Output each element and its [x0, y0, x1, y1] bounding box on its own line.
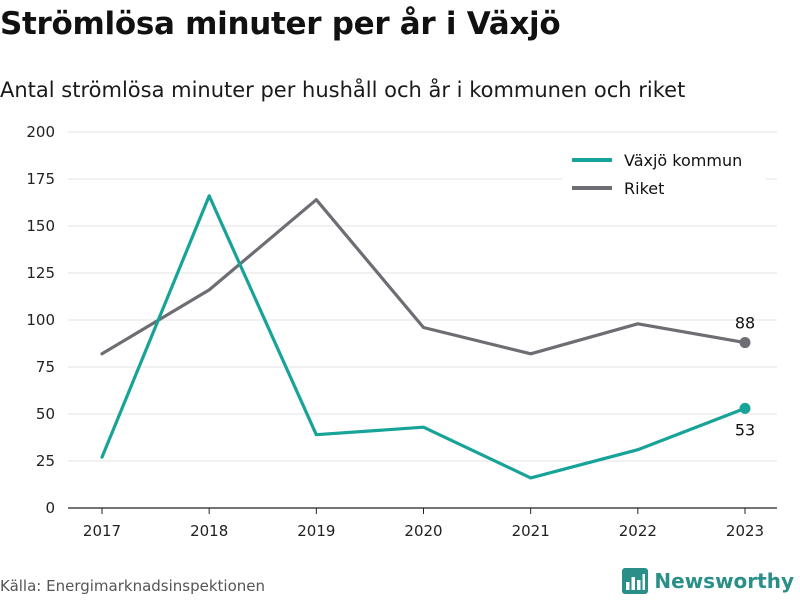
series-line-växjö-kommun [100, 194, 747, 480]
x-tick-label: 2018 [190, 522, 228, 540]
chart-subtitle: Antal strömlösa minuter per hushåll och … [0, 78, 686, 102]
y-tick-label: 175 [26, 170, 55, 188]
y-tick-label: 100 [26, 311, 55, 329]
newsworthy-logo-icon [622, 568, 649, 594]
end-value-label: 53 [735, 420, 755, 439]
x-tick-label: 2021 [512, 522, 550, 540]
chart-title: Strömlösa minuter per år i Växjö [0, 6, 561, 42]
brand-logo: Newsworthy [622, 568, 794, 594]
y-tick-label: 200 [26, 123, 55, 141]
y-tick-label: 0 [45, 499, 55, 517]
y-tick-label: 25 [36, 452, 55, 470]
legend-label: Riket [624, 179, 664, 198]
x-tick-label: 2020 [404, 522, 442, 540]
x-tick-label: 2017 [83, 522, 121, 540]
brand-name: Newsworthy [654, 569, 794, 593]
end-value-label: 88 [735, 314, 755, 333]
series-line-riket [100, 198, 747, 356]
x-tick-label: 2019 [297, 522, 335, 540]
series-end-point-riket [739, 337, 751, 349]
y-tick-label: 50 [36, 405, 55, 423]
line-chart: 0 25 50 75 100 125 150 175 200 2017 2018 2019 2020 20… [26, 123, 777, 540]
x-tick-label: 2023 [726, 522, 764, 540]
source-note: Källa: Energimarknadsinspektionen [0, 577, 266, 595]
series-end-point-växjö-kommun [739, 402, 751, 414]
x-tick-label: 2022 [619, 522, 657, 540]
y-tick-label: 75 [36, 358, 55, 376]
y-tick-label: 125 [26, 264, 55, 282]
legend-label: Växjö kommun [624, 151, 742, 170]
y-tick-label: 150 [26, 217, 55, 235]
legend-box [562, 142, 766, 204]
